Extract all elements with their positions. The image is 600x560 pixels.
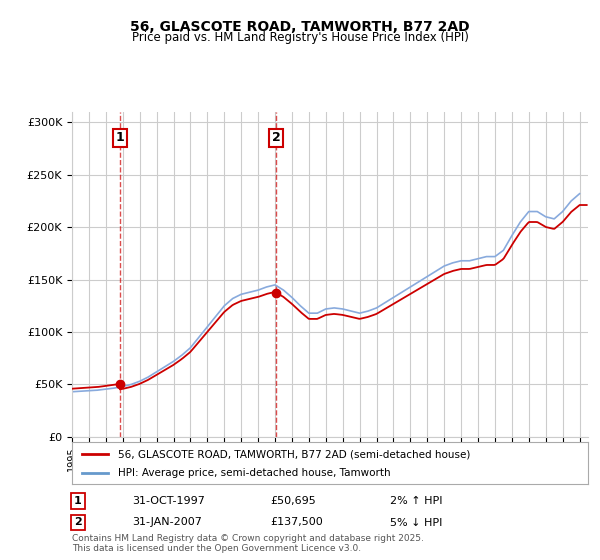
Text: 1: 1	[116, 132, 124, 144]
Text: HPI: Average price, semi-detached house, Tamworth: HPI: Average price, semi-detached house,…	[118, 468, 391, 478]
Text: £50,695: £50,695	[270, 496, 316, 506]
Text: 2% ↑ HPI: 2% ↑ HPI	[390, 496, 443, 506]
Text: 2: 2	[272, 132, 281, 144]
Text: 31-JAN-2007: 31-JAN-2007	[132, 517, 202, 528]
Text: 2: 2	[74, 517, 82, 528]
Text: 31-OCT-1997: 31-OCT-1997	[132, 496, 205, 506]
Text: 56, GLASCOTE ROAD, TAMWORTH, B77 2AD (semi-detached house): 56, GLASCOTE ROAD, TAMWORTH, B77 2AD (se…	[118, 449, 471, 459]
Text: 5% ↓ HPI: 5% ↓ HPI	[390, 517, 442, 528]
Text: 56, GLASCOTE ROAD, TAMWORTH, B77 2AD: 56, GLASCOTE ROAD, TAMWORTH, B77 2AD	[130, 20, 470, 34]
Text: Price paid vs. HM Land Registry's House Price Index (HPI): Price paid vs. HM Land Registry's House …	[131, 31, 469, 44]
Text: £137,500: £137,500	[270, 517, 323, 528]
Text: 1: 1	[74, 496, 82, 506]
Text: Contains HM Land Registry data © Crown copyright and database right 2025.
This d: Contains HM Land Registry data © Crown c…	[72, 534, 424, 553]
